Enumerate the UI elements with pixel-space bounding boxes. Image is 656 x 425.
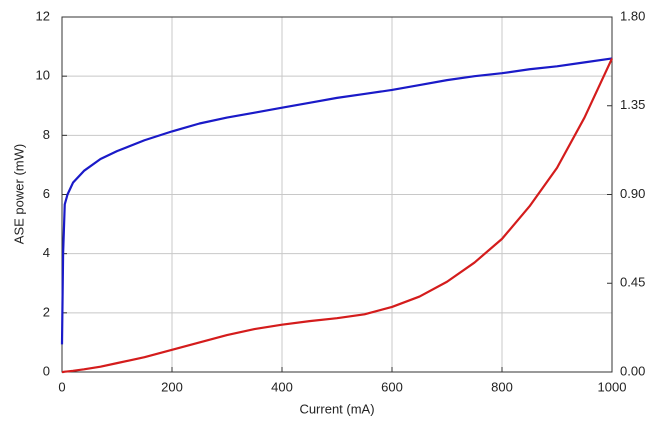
x-axis-label: Current (mA)	[299, 401, 374, 416]
x-tick-label: 600	[381, 379, 403, 394]
y-tick-label: 6	[43, 186, 50, 201]
plot-frame	[61, 16, 613, 373]
x-tick-label: 0	[58, 379, 65, 394]
y-axis-label: ASE power (mW)	[11, 144, 26, 244]
y2-tick-label: 1.35	[620, 97, 645, 112]
y-tick-label: 8	[43, 127, 50, 142]
y-tick-label: 10	[36, 68, 50, 83]
y-tick-label: 2	[43, 304, 50, 319]
y-tick-label: 4	[43, 245, 50, 260]
series-line	[60, 57, 613, 345]
y-tick-label: 0	[43, 363, 50, 378]
y2-tick-label: 0.90	[620, 186, 645, 201]
y2-tick-label: 0.45	[620, 275, 645, 290]
y2-tick-label: 1.80	[620, 8, 645, 23]
x-tick-label: 400	[271, 379, 293, 394]
x-tick-label: 200	[161, 379, 183, 394]
x-tick-label: 800	[491, 379, 513, 394]
series-line	[61, 57, 613, 374]
x-tick-label: 1000	[598, 379, 627, 394]
y-tick-label: 12	[36, 8, 50, 23]
y2-tick-label: 0.00	[620, 363, 645, 378]
